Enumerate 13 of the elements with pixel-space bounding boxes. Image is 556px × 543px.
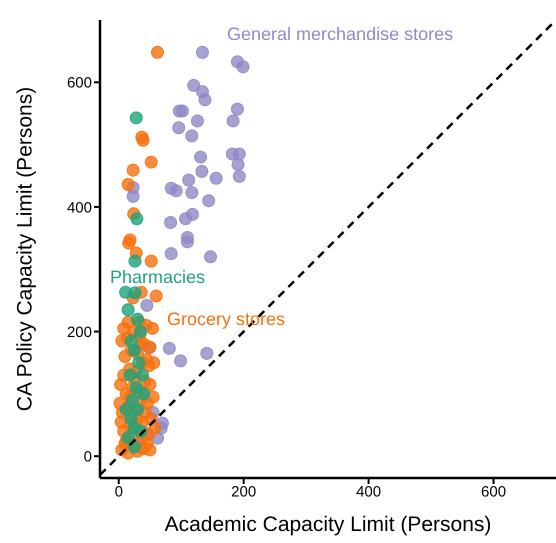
y-tick-label: 200 (66, 324, 92, 341)
x-tick-label: 200 (231, 484, 256, 501)
series-label: General merchandise stores (227, 24, 454, 45)
x-tick-label: 600 (481, 484, 506, 501)
y-tick-label: 400 (66, 199, 92, 216)
y-axis-title: CA Policy Capacity Limit (Persons) (13, 86, 36, 412)
y-tick-label: 0 (84, 448, 92, 466)
series-label: Pharmacies (110, 267, 206, 288)
series-label: Grocery stores (167, 309, 286, 330)
x-tick-label: 0 (114, 484, 123, 501)
x-tick-label: 400 (356, 484, 382, 501)
y-tick-label: 600 (66, 74, 92, 92)
x-axis-title: Academic Capacity Limit (Persons) (164, 512, 492, 536)
